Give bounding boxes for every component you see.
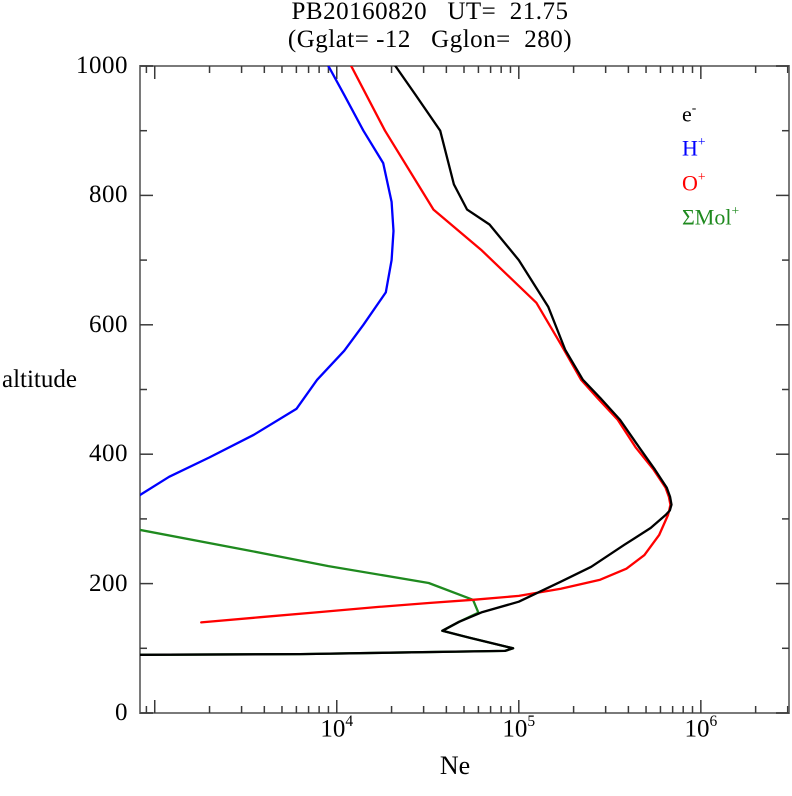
legend-item-molecular-ions: ΣMol+: [682, 202, 740, 230]
x-tick-label-1e6: 106: [684, 713, 718, 743]
series-line-e-minus: [140, 66, 673, 656]
y-tick-label-200: 200: [89, 569, 128, 597]
chart-title: PB20160820 UT= 21.75: [291, 0, 569, 25]
y-tick-label-1000: 1000: [76, 52, 128, 79]
x-tick-label-1e5: 105: [502, 713, 536, 743]
y-tick-label-400: 400: [89, 440, 128, 468]
x-tick-label-1e4: 104: [320, 713, 354, 743]
chart-subtitle: (Gglat= -12 Gglon= 280): [287, 26, 573, 53]
series-line-sum-mol-plus: [140, 528, 515, 656]
legend-item-oxygen-ions: O+: [682, 168, 706, 195]
legend-item-electrons: e-: [682, 100, 697, 127]
legend-item-hydrogen-ions: H+: [682, 134, 706, 161]
y-tick-label-0: 0: [115, 699, 128, 726]
y-axis-label: altitude: [2, 366, 77, 393]
series-line-o-plus: [200, 66, 672, 624]
y-tick-label-800: 800: [89, 181, 128, 209]
x-axis-label: Ne: [439, 751, 471, 780]
y-tick-label-600: 600: [89, 310, 128, 338]
series-line-h-plus: [140, 66, 395, 497]
legend: e- H+ O+ ΣMol+: [682, 94, 739, 231]
